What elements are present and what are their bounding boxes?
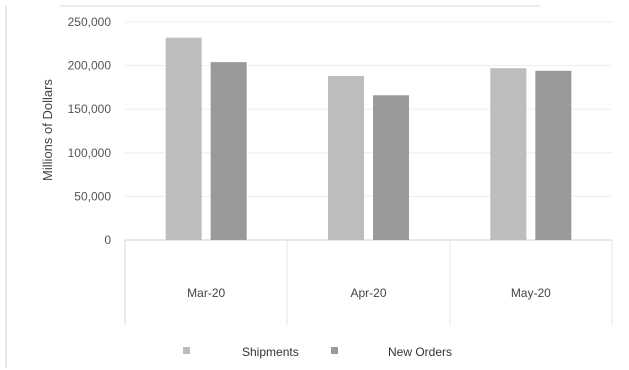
bar-shipments-may-20 bbox=[490, 68, 527, 240]
y-tick-label: 50,000 bbox=[74, 189, 111, 203]
y-tick-label: 200,000 bbox=[68, 59, 112, 73]
bar-shipments-apr-20 bbox=[328, 76, 364, 241]
legend-swatch bbox=[183, 347, 190, 354]
bar-new-orders-mar-20 bbox=[210, 62, 247, 240]
gridlines bbox=[125, 21, 612, 241]
category-label: Apr-20 bbox=[350, 286, 386, 300]
bar-new-orders-may-20 bbox=[535, 70, 572, 240]
y-tick-label: 0 bbox=[104, 233, 111, 247]
bar-new-orders-apr-20 bbox=[373, 95, 409, 240]
category-table-lines bbox=[124, 240, 613, 325]
bar-shipments-mar-20 bbox=[165, 37, 202, 240]
legend-swatch bbox=[331, 347, 338, 354]
category-labels: Mar-20 Apr-20 May-20 bbox=[187, 286, 551, 300]
bars bbox=[165, 37, 572, 241]
category-label: Mar-20 bbox=[187, 286, 225, 300]
y-tick-labels: 0 50,000 100,000 150,000 200,000 250,000 bbox=[68, 15, 112, 247]
y-tick-label: 250,000 bbox=[68, 15, 112, 29]
y-axis-label: Millions of Dollars bbox=[40, 79, 55, 181]
y-tick-label: 100,000 bbox=[68, 146, 112, 160]
y-tick-label: 150,000 bbox=[68, 102, 112, 116]
legend-label: Shipments bbox=[242, 345, 299, 359]
legend: Shipments New Orders bbox=[183, 345, 452, 359]
category-label: May-20 bbox=[511, 286, 551, 300]
legend-label: New Orders bbox=[388, 345, 452, 359]
